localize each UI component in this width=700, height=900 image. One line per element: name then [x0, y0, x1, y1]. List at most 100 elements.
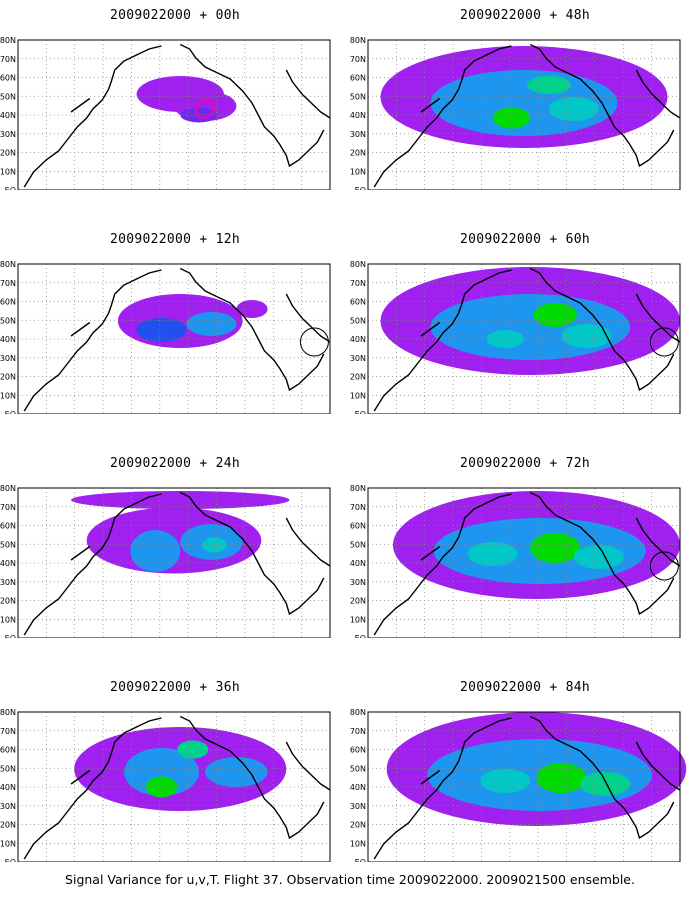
map-panel: 2009022000 + 84h 80N 70N 60N 50N 40N 30N 20N 10N… — [350, 672, 700, 897]
lat-label: 10N — [0, 167, 16, 176]
verification-circle-marker — [649, 327, 679, 357]
panel-title: 2009022000 + 48h — [459, 8, 591, 23]
panel-title: 2009022000 + 36h — [109, 680, 241, 695]
lat-label: 20N — [350, 821, 366, 830]
lat-label: 30N — [350, 802, 366, 811]
variance-shade — [573, 545, 624, 569]
panel-title: 2009022000 + 72h — [459, 456, 591, 471]
lat-label: 40N — [0, 335, 16, 344]
lat-label: 30N — [0, 354, 16, 363]
lat-label: 20N — [350, 373, 366, 382]
lat-label: 10N — [0, 615, 16, 624]
target-ellipse-marker — [195, 98, 215, 120]
lat-label: 10N — [0, 391, 16, 400]
lat-label: 70N — [0, 55, 16, 64]
lat-label: 50N — [350, 92, 366, 101]
variance-shade — [533, 303, 578, 327]
variance-shade — [548, 97, 599, 121]
variance-shade — [177, 740, 209, 759]
lat-label: 50N — [350, 540, 366, 549]
lat-label: 60N — [350, 298, 366, 307]
map-plot: 80N70N60N50N40N30N20N10NEQ80E100E120E140… — [350, 36, 681, 190]
map-plot: 80N70N60N50N40N30N20N10NEQ80E100E120E140… — [0, 708, 331, 862]
lat-label: 70N — [0, 503, 16, 512]
map-panel: 2009022000 + 72h 80N 70N 60N 50N 40N 30N 20N 10N… — [350, 448, 700, 673]
panel-title: 2009022000 + 00h — [109, 8, 241, 23]
panel-title: 2009022000 + 12h — [109, 232, 241, 247]
lat-label: 10N — [350, 839, 366, 848]
map-panel: 2009022000 + 60h 80N 70N 60N 50N 40N 30N 20N 10N… — [350, 224, 700, 449]
lat-label: EQ — [355, 858, 366, 862]
lat-label: 20N — [350, 149, 366, 158]
lat-label: 30N — [0, 578, 16, 587]
variance-shade — [71, 491, 290, 509]
lat-label: 10N — [350, 615, 366, 624]
variance-shade — [202, 537, 228, 553]
lat-label: 80N — [0, 260, 16, 269]
lat-label: 80N — [350, 36, 366, 45]
variance-shade — [205, 757, 268, 787]
lat-label: 80N — [350, 260, 366, 269]
panel-title: 2009022000 + 24h — [109, 456, 241, 471]
lat-label: 50N — [350, 316, 366, 325]
lat-label: 20N — [0, 149, 16, 158]
lat-label: 70N — [350, 55, 366, 64]
map-panel: 2009022000 + 12h 80N 70N 60N 50N 40N 30N 20N 10N… — [0, 224, 350, 449]
lat-label: 40N — [350, 335, 366, 344]
lat-label: 50N — [0, 764, 16, 773]
lat-label: 20N — [0, 597, 16, 606]
lat-label: 30N — [350, 130, 366, 139]
lat-label: EQ — [355, 410, 366, 414]
verification-circle-marker — [649, 551, 679, 581]
map-plot: 80N70N60N50N40N30N20N10NEQ80E100E120E140… — [350, 708, 687, 862]
lat-label: 50N — [350, 764, 366, 773]
variance-shade — [130, 530, 181, 572]
lat-label: 60N — [0, 74, 16, 83]
lat-label: 60N — [350, 746, 366, 755]
lat-label: 40N — [350, 783, 366, 792]
lat-label: 80N — [350, 484, 366, 493]
lat-label: EQ — [5, 410, 16, 414]
variance-shade — [186, 312, 237, 336]
lat-label: 80N — [350, 708, 366, 717]
lat-label: 40N — [0, 783, 16, 792]
variance-shade — [136, 318, 187, 342]
variance-shade — [486, 330, 524, 348]
lat-label: 60N — [0, 298, 16, 307]
lat-label: 30N — [0, 130, 16, 139]
lat-label: 30N — [350, 578, 366, 587]
lat-label: 10N — [350, 391, 366, 400]
lat-label: 70N — [350, 727, 366, 736]
map-panel: 2009022000 + 00h 80N 70N 60N 50N 40N 30N 20N 10N… — [0, 0, 350, 225]
map-plot: 80N70N60N50N40N30N20N10NEQ80E100E120E140… — [350, 484, 681, 638]
lat-label: 40N — [0, 111, 16, 120]
lat-label: 30N — [350, 354, 366, 363]
lat-label: EQ — [5, 186, 16, 190]
variance-shade — [480, 769, 531, 793]
lat-label: 30N — [0, 802, 16, 811]
lat-label: 70N — [0, 727, 16, 736]
lat-label: 60N — [0, 522, 16, 531]
lat-label: 40N — [350, 559, 366, 568]
variance-shade — [145, 776, 178, 798]
lat-label: 20N — [0, 821, 16, 830]
variance-shade — [492, 107, 531, 129]
lat-label: 60N — [350, 74, 366, 83]
variance-shade — [530, 533, 581, 563]
lat-label: 20N — [350, 597, 366, 606]
lat-label: 40N — [350, 111, 366, 120]
map-plot: 80N70N60N50N40N30N20N10NEQ80E100E120E140… — [0, 36, 331, 190]
lat-label: EQ — [355, 186, 366, 190]
lat-label: 20N — [0, 373, 16, 382]
lat-label: 60N — [350, 522, 366, 531]
variance-shade — [124, 748, 199, 796]
map-panel: 2009022000 + 24h 80N 70N 60N 50N 40N 30N 20N 10N… — [0, 448, 350, 673]
map-plot: 80N70N60N50N40N30N20N10NEQ80E100E120E140… — [350, 260, 681, 414]
lat-label: 50N — [0, 92, 16, 101]
lat-label: EQ — [5, 858, 16, 862]
variance-shade — [536, 763, 587, 793]
lat-label: 60N — [0, 746, 16, 755]
map-panel: 2009022000 + 48h 80N 70N 60N 50N 40N 30N 20N 10N… — [350, 0, 700, 225]
lat-label: EQ — [355, 634, 366, 638]
verification-circle-marker — [299, 327, 329, 357]
